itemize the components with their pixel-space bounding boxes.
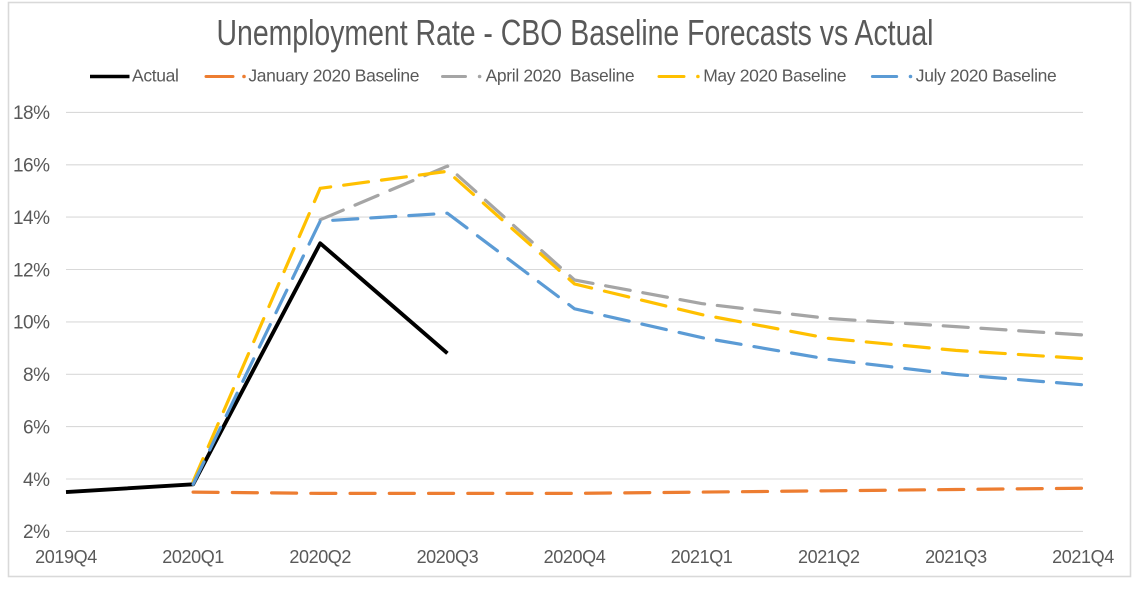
svg-text:14%: 14% bbox=[13, 208, 50, 229]
svg-text:4%: 4% bbox=[23, 470, 50, 491]
svg-text:2020Q4: 2020Q4 bbox=[544, 547, 606, 567]
svg-text:2020Q3: 2020Q3 bbox=[417, 547, 479, 567]
svg-text:July 2020 Baseline: July 2020 Baseline bbox=[916, 66, 1057, 86]
svg-text:Actual: Actual bbox=[132, 66, 179, 86]
svg-text:2020Q1: 2020Q1 bbox=[162, 547, 224, 567]
svg-text:6%: 6% bbox=[23, 417, 50, 438]
svg-text:2021Q3: 2021Q3 bbox=[925, 547, 987, 567]
svg-text:2021Q2: 2021Q2 bbox=[798, 547, 860, 567]
svg-text:2020Q2: 2020Q2 bbox=[289, 547, 351, 567]
svg-text:8%: 8% bbox=[23, 365, 50, 386]
svg-text:12%: 12% bbox=[13, 260, 50, 281]
svg-text:Unemployment Rate - CBO Baseli: Unemployment Rate - CBO Baseline Forecas… bbox=[217, 12, 934, 53]
svg-text:January 2020 Baseline: January 2020 Baseline bbox=[248, 66, 419, 86]
svg-text:2%: 2% bbox=[23, 522, 50, 543]
svg-text:18%: 18% bbox=[13, 103, 50, 124]
svg-text:16%: 16% bbox=[13, 156, 50, 177]
svg-text:2021Q1: 2021Q1 bbox=[671, 547, 733, 567]
svg-text:2021Q4: 2021Q4 bbox=[1052, 547, 1114, 567]
svg-text:April 2020 Baseline: April 2020 Baseline bbox=[486, 66, 635, 86]
svg-text:10%: 10% bbox=[13, 313, 50, 334]
svg-text:May 2020 Baseline: May 2020 Baseline bbox=[703, 66, 846, 86]
svg-text:2019Q4: 2019Q4 bbox=[35, 547, 97, 567]
